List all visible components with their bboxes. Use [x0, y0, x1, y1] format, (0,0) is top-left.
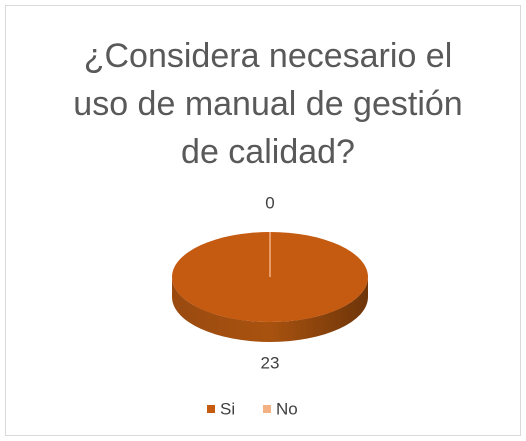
- legend-label: Si: [220, 399, 235, 418]
- pie-side: [172, 277, 368, 342]
- chart-title: ¿Considera necesario el uso de manual de…: [73, 37, 463, 171]
- legend-swatch: [207, 405, 215, 413]
- chart-border: [5, 5, 521, 436]
- legend-swatch: [263, 405, 271, 413]
- data-label: 0: [265, 193, 274, 212]
- legend-label: No: [276, 399, 298, 418]
- data-label: 23: [261, 353, 280, 372]
